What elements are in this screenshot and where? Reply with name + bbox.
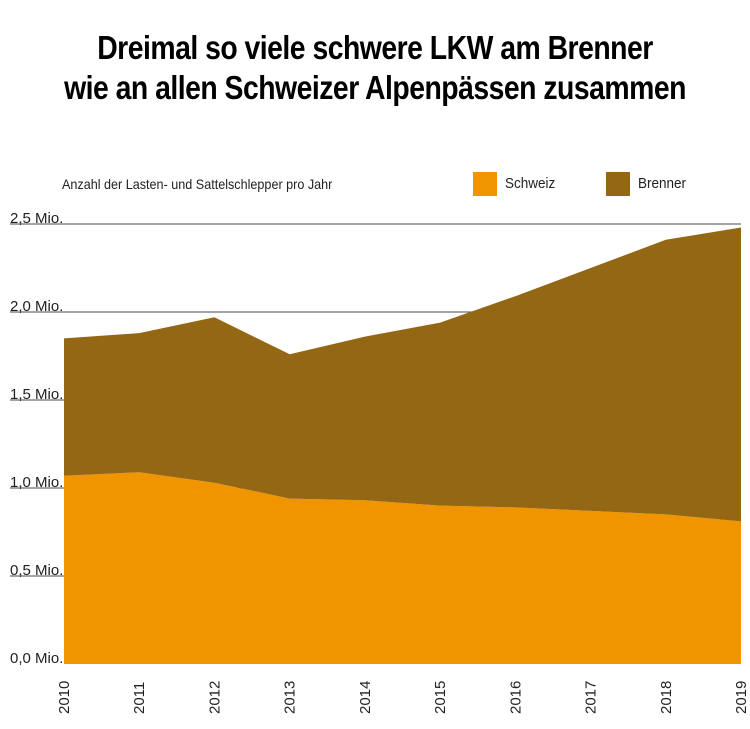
y-tick-label-4: 2,0 Mio. (10, 298, 63, 315)
chart-title-line-2: wie an allen Schweizer Alpenpässen zusam… (64, 69, 686, 106)
x-tick-label-2018: 2018 (658, 681, 675, 714)
chart-title-line-1: Dreimal so viele schwere LKW am Brenner (97, 29, 653, 66)
x-tick-label-2014: 2014 (357, 681, 374, 714)
x-tick-label-2015: 2015 (432, 681, 449, 714)
y-tick-label-2: 1,0 Mio. (10, 474, 63, 491)
y-tick-label-3: 1,5 Mio. (10, 386, 63, 403)
area-schweiz (64, 472, 741, 664)
legend-swatch-brenner (606, 172, 630, 196)
legend-label-brenner: Brenner (638, 175, 687, 192)
y-tick-label-0: 0,0 Mio. (10, 650, 63, 667)
x-axis-ticks: 2010 2011 2012 2013 2014 2015 2016 2017 2018 2019 (56, 681, 750, 714)
x-tick-label-2010: 2010 (56, 681, 73, 714)
legend-swatch-schweiz (473, 172, 497, 196)
areas (64, 227, 741, 664)
area-brenner (64, 227, 741, 522)
x-tick-label-2012: 2012 (206, 681, 223, 714)
x-tick-label-2011: 2011 (131, 682, 148, 714)
y-axis-ticks: 0,0 Mio. 0,5 Mio. 1,0 Mio. 1,5 Mio. 2,0 Mio.… (10, 210, 63, 667)
legend-label-schweiz: Schweiz (505, 175, 556, 192)
y-tick-label-1: 0,5 Mio. (10, 562, 63, 579)
x-tick-label-2016: 2016 (507, 681, 524, 714)
chart-title: Dreimal so viele schwere LKW am Brenner … (53, 28, 698, 108)
y-tick-label-5: 2,5 Mio. (10, 210, 63, 227)
x-tick-label-2019: 2019 (733, 681, 750, 714)
x-tick-label-2017: 2017 (583, 681, 600, 714)
x-tick-label-2013: 2013 (282, 681, 299, 714)
chart-subtitle: Anzahl der Lasten- und Sattelschlepper p… (62, 176, 333, 192)
